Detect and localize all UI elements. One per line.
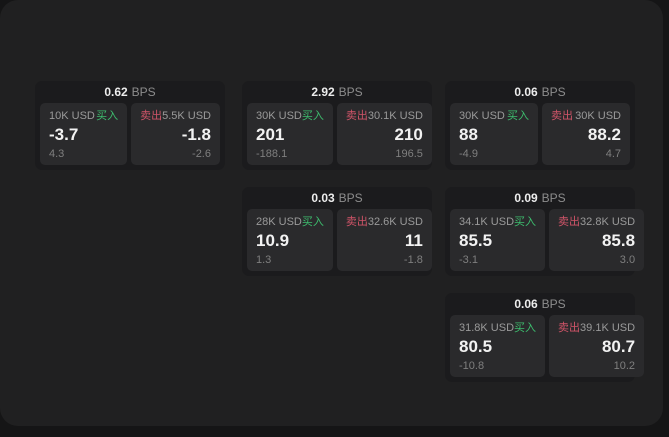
- sell-delta: 196.5: [395, 148, 423, 160]
- dashboard-window: 0.62 BPS 10K USD 买入 -3.7 4.3 卖出 5.5K USD…: [0, 0, 663, 426]
- buy-delta: 4.3: [49, 148, 65, 160]
- bps-unit-label: BPS: [338, 191, 363, 205]
- buy-amount: 30K USD: [459, 110, 505, 122]
- sell-tag: 卖出: [551, 110, 573, 122]
- sell-price: 11: [404, 231, 423, 250]
- sell-amount: 32.8K USD: [580, 216, 636, 228]
- bps-header: 0.03 BPS: [242, 187, 432, 209]
- bps-unit-label: BPS: [131, 85, 156, 99]
- quote-card[interactable]: 0.62 BPS 10K USD 买入 -3.7 4.3 卖出 5.5K USD…: [35, 81, 225, 170]
- buy-amount: 30K USD: [256, 110, 302, 122]
- buy-amount: 28K USD: [256, 216, 302, 228]
- buy-panel[interactable]: 34.1K USD 买入 85.5 -3.1: [450, 209, 546, 271]
- buy-price: 201: [256, 125, 285, 144]
- sell-tag: 卖出: [140, 110, 163, 122]
- buy-delta: -3.1: [459, 254, 478, 266]
- sell-delta: 3.0: [619, 254, 636, 266]
- buy-panel[interactable]: 30K USD 买入 201 -188.1: [247, 103, 333, 165]
- bps-unit-label: BPS: [338, 85, 363, 99]
- buy-tag: 买入: [301, 216, 324, 228]
- buy-tag: 买入: [514, 216, 537, 228]
- quote-card[interactable]: 0.06 BPS 30K USD 买入 88 -4.9 卖出 30K USD 8…: [445, 81, 635, 170]
- buy-panel[interactable]: 28K USD 买入 10.9 1.3: [247, 209, 333, 271]
- sell-panel[interactable]: 卖出 30.1K USD 210 196.5: [336, 103, 432, 165]
- sell-delta: 4.7: [605, 148, 621, 160]
- sell-amount: 32.6K USD: [367, 216, 423, 228]
- buy-panel[interactable]: 10K USD 买入 -3.7 4.3: [40, 103, 128, 165]
- bps-unit-label: BPS: [541, 85, 566, 99]
- sell-price: -1.8: [181, 125, 211, 144]
- bps-header: 0.06 BPS: [445, 81, 635, 103]
- bps-value: 0.03: [311, 191, 335, 205]
- buy-delta: -10.8: [459, 360, 485, 372]
- bps-value: 0.06: [514, 297, 538, 311]
- bps-value: 0.62: [104, 85, 128, 99]
- buy-tag: 买入: [301, 110, 324, 122]
- buy-price: 80.5: [459, 337, 493, 356]
- quote-card[interactable]: 0.09 BPS 34.1K USD 买入 85.5 -3.1 卖出 32.8K…: [445, 187, 645, 276]
- sell-panel[interactable]: 卖出 32.8K USD 85.8 3.0: [549, 209, 645, 271]
- buy-delta: 1.3: [256, 254, 272, 266]
- sell-price: 85.8: [601, 231, 636, 250]
- quote-card[interactable]: 0.03 BPS 28K USD 买入 10.9 1.3 卖出 32.6K US…: [242, 187, 432, 276]
- bps-header: 0.06 BPS: [445, 293, 635, 315]
- sell-amount: 39.1K USD: [580, 322, 636, 334]
- quote-card[interactable]: 0.06 BPS 31.8K USD 买入 80.5 -10.8 卖出 39.1…: [445, 293, 645, 382]
- sell-tag: 卖出: [345, 110, 368, 122]
- buy-amount: 10K USD: [49, 110, 95, 122]
- sell-delta: 10.2: [613, 360, 636, 372]
- sell-price: 80.7: [601, 337, 636, 356]
- sell-tag: 卖出: [558, 322, 581, 334]
- sell-amount: 30.1K USD: [367, 110, 423, 122]
- buy-panel[interactable]: 30K USD 买入 88 -4.9: [450, 103, 538, 165]
- buy-delta: -188.1: [256, 148, 288, 160]
- sell-panel[interactable]: 卖出 32.6K USD 11 -1.8: [336, 209, 432, 271]
- buy-price: 88: [459, 125, 478, 144]
- buy-price: 85.5: [459, 231, 493, 250]
- bps-unit-label: BPS: [541, 297, 566, 311]
- sell-price: 210: [394, 125, 423, 144]
- buy-delta: -4.9: [459, 148, 478, 160]
- bps-header: 0.09 BPS: [445, 187, 635, 209]
- sell-panel[interactable]: 卖出 39.1K USD 80.7 10.2: [549, 315, 645, 377]
- buy-tag: 买入: [96, 110, 119, 122]
- bps-unit-label: BPS: [541, 191, 566, 205]
- sell-tag: 卖出: [558, 216, 581, 228]
- quote-card[interactable]: 2.92 BPS 30K USD 买入 201 -188.1 卖出 30.1K …: [242, 81, 432, 170]
- bps-value: 0.06: [514, 85, 538, 99]
- bps-header: 0.62 BPS: [35, 81, 225, 103]
- buy-amount: 31.8K USD: [459, 322, 515, 334]
- buy-price: -3.7: [49, 125, 79, 144]
- buy-amount: 34.1K USD: [459, 216, 515, 228]
- bps-value: 2.92: [311, 85, 335, 99]
- sell-delta: -1.8: [403, 254, 423, 266]
- buy-tag: 买入: [507, 110, 529, 122]
- bps-header: 2.92 BPS: [242, 81, 432, 103]
- sell-amount: 30K USD: [575, 110, 621, 122]
- sell-amount: 5.5K USD: [162, 110, 211, 122]
- buy-tag: 买入: [514, 322, 537, 334]
- bps-value: 0.09: [514, 191, 538, 205]
- sell-delta: -2.6: [192, 148, 211, 160]
- sell-tag: 卖出: [345, 216, 368, 228]
- sell-panel[interactable]: 卖出 30K USD 88.2 4.7: [542, 103, 630, 165]
- buy-panel[interactable]: 31.8K USD 买入 80.5 -10.8: [450, 315, 546, 377]
- buy-price: 10.9: [256, 231, 290, 250]
- sell-price: 88.2: [587, 125, 621, 144]
- sell-panel[interactable]: 卖出 5.5K USD -1.8 -2.6: [131, 103, 220, 165]
